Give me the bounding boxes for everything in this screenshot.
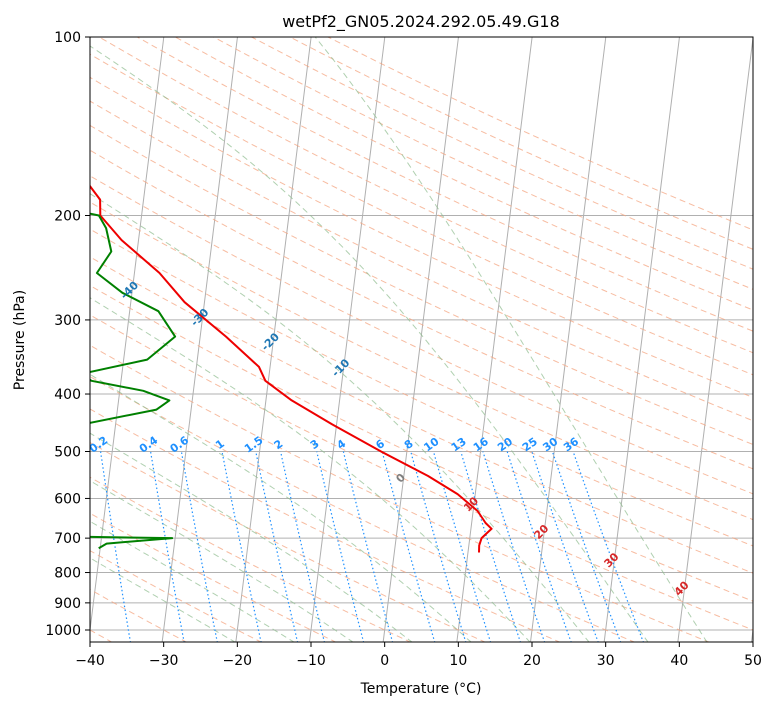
y-tick-label: 400: [54, 387, 81, 403]
isotherm-gridline: [382, 37, 459, 642]
y-tick-label: 500: [54, 444, 81, 460]
dry-adiabat: [90, 284, 753, 602]
mixing-ratio-line: [432, 451, 492, 642]
moist-adiabat: [90, 193, 590, 642]
y-tick-label: 300: [54, 313, 81, 329]
isotherm-gridline: [677, 37, 753, 642]
moist-adiabat: [90, 557, 236, 642]
mixing-ratio-line: [460, 451, 522, 642]
isotherm-gridline: [456, 37, 533, 642]
dry-adiabat: [175, 37, 753, 311]
mixing-ratio-line: [506, 451, 572, 642]
y-tick-label: 700: [54, 531, 81, 547]
mixing-ratio-line: [342, 451, 394, 642]
mixing-ratio-line: [482, 451, 546, 642]
mixing-ratio-line: [255, 451, 299, 642]
dry-adiabat: [90, 314, 753, 631]
x-axis-label: Temperature (°C): [360, 681, 482, 697]
x-tick-label: 40: [670, 653, 688, 669]
dry-adiabat: [90, 550, 262, 642]
isotherm-gridline: [309, 37, 386, 642]
dry-adiabat: [90, 512, 337, 642]
mixing-ratio-line: [280, 451, 325, 642]
y-tick-label: 1000: [45, 623, 81, 639]
dry-adiabat: [90, 124, 753, 446]
x-tick-label: 50: [744, 653, 762, 669]
isotherm-gridline: [530, 37, 607, 642]
plot-series: [90, 184, 493, 553]
dry-adiabat: [90, 228, 753, 547]
isotherm-gridline: [603, 37, 680, 642]
temperature-profile: [90, 184, 493, 553]
dry-adiabat: [90, 344, 711, 642]
dry-adiabat: [90, 476, 412, 642]
mixing-ratio-line: [410, 451, 467, 642]
x-tick-label: −20: [223, 653, 253, 669]
dry-adiabat: [90, 408, 561, 642]
x-tick-label: 30: [597, 653, 615, 669]
moist-adiabat: [90, 520, 295, 642]
mixing-ratio-line: [551, 451, 622, 642]
x-axis: −40 −30 −20 −10 0 10 20 30 40 50: [75, 642, 762, 669]
x-tick-label: 20: [523, 653, 541, 669]
mixing-ratio-line: [180, 451, 218, 642]
chart-title: wetPf2_GN05.2024.292.05.49.G18: [282, 12, 560, 32]
isotherm-gridline: [161, 37, 238, 642]
mixing-ratio-line: [572, 451, 645, 642]
plot-background: [90, 37, 753, 642]
dry-adiabat: [90, 53, 753, 376]
dry-adiabat: [90, 441, 486, 642]
y-tick-label: 900: [54, 596, 81, 612]
y-tick-label: 200: [54, 209, 81, 225]
moist-adiabat: [90, 297, 531, 642]
moist-adiabat: [90, 432, 413, 642]
y-tick-label: 100: [54, 30, 81, 46]
x-tick-label: 0: [380, 653, 389, 669]
dry-adiabat: [213, 37, 753, 290]
x-tick-label: −40: [75, 653, 105, 669]
dry-adiabat: [90, 201, 753, 521]
x-tick-label: 10: [449, 653, 467, 669]
dry-adiabat: [90, 149, 753, 470]
moist-adiabat: [314, 37, 708, 642]
dry-adiabat: [98, 37, 753, 354]
y-tick-label: 800: [54, 566, 81, 582]
isotherm-gridline: [235, 37, 312, 642]
mixing-ratio-line: [531, 451, 599, 642]
mixing-ratio-line: [316, 451, 365, 642]
x-tick-label: −10: [296, 653, 326, 669]
y-axis-label: Pressure (hPa): [12, 290, 28, 390]
dry-adiabat: [90, 256, 753, 574]
y-axis: 100 200 300 400 500 600 700 800 900 1000: [45, 30, 90, 639]
dry-adiabat: [90, 376, 636, 642]
mixing-ratio-line: [221, 451, 262, 642]
mixing-ratio-line: [381, 451, 436, 642]
moist-adiabat: [90, 373, 472, 642]
x-tick-label: −30: [149, 653, 179, 669]
moist-adiabat: [90, 45, 649, 642]
plot-frame: [89, 36, 754, 643]
y-tick-label: 600: [54, 491, 81, 507]
isotherm-gridline: [90, 37, 165, 635]
